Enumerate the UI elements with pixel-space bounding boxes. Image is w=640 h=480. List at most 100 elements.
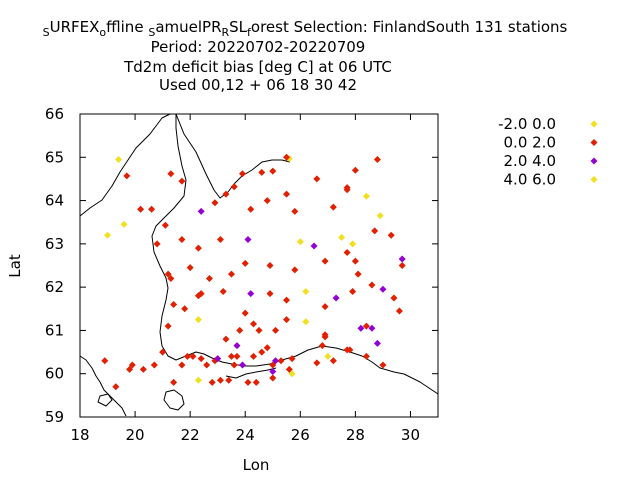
- data-point: [313, 359, 321, 367]
- y-tick-labels: 59 60 61 62 63 64 65 66: [45, 105, 64, 426]
- title-segment: URFEX: [50, 18, 100, 36]
- data-point: [255, 326, 263, 334]
- data-point: [104, 231, 112, 239]
- data-point: [395, 307, 403, 315]
- data-point: [225, 376, 233, 384]
- chart-title-line-2: Period: 20220702-20220709: [151, 38, 366, 56]
- data-point: [291, 266, 299, 274]
- legend-marker: [590, 176, 598, 183]
- data-point: [230, 361, 238, 369]
- data-point: [247, 290, 255, 298]
- data-point: [101, 357, 109, 365]
- data-point: [272, 326, 280, 334]
- title-segment: f: [247, 26, 252, 39]
- data-point: [321, 257, 329, 265]
- data-point: [167, 170, 175, 178]
- data-point: [351, 166, 359, 174]
- data-point: [167, 274, 175, 282]
- data-point: [214, 355, 222, 363]
- data-point: [153, 240, 161, 248]
- chart-title-line-1: SURFEXoffline SamuelPRRSLforest Selectio…: [43, 18, 568, 39]
- data-point: [219, 287, 227, 295]
- data-point: [137, 205, 145, 213]
- data-point: [238, 170, 246, 178]
- data-point: [236, 326, 244, 334]
- y-tick-label: 66: [45, 105, 64, 123]
- data-point: [249, 352, 257, 360]
- data-point: [390, 294, 398, 302]
- data-point: [379, 361, 387, 369]
- data-point: [362, 192, 370, 200]
- x-tick-label: 18: [70, 426, 89, 444]
- data-point: [194, 376, 202, 384]
- data-point: [387, 231, 395, 239]
- data-point: [376, 212, 384, 220]
- legend-marker: [590, 157, 598, 165]
- data-point: [263, 197, 271, 205]
- data-point: [288, 355, 296, 363]
- data-point: [252, 378, 260, 386]
- data-point: [272, 357, 280, 365]
- y-tick-label: 65: [45, 148, 64, 166]
- chart-title-line-3: Td2m deficit bias [deg C] at 06 UTC: [123, 58, 392, 76]
- title-segment: amuelPR: [155, 18, 221, 36]
- data-point: [208, 378, 216, 386]
- data-point: [249, 320, 257, 328]
- data-point: [222, 190, 230, 198]
- plot-frame: [79, 113, 439, 418]
- y-tick-label: 63: [45, 235, 64, 253]
- data-point: [233, 342, 241, 350]
- data-point: [178, 177, 186, 185]
- data-point: [197, 290, 205, 298]
- data-point: [211, 199, 219, 207]
- data-point: [354, 270, 362, 278]
- data-point: [288, 370, 296, 378]
- data-point: [170, 300, 178, 308]
- data-point: [266, 290, 274, 298]
- legend-marker: [590, 139, 598, 146]
- data-point: [277, 357, 285, 365]
- x-tick-label: 22: [181, 426, 200, 444]
- data-point: [241, 309, 249, 317]
- data-point: [194, 244, 202, 252]
- data-point: [120, 220, 128, 228]
- data-point: [302, 318, 310, 326]
- data-point: [302, 287, 310, 295]
- data-point: [269, 167, 277, 175]
- data-point: [205, 274, 213, 282]
- data-point: [227, 270, 235, 278]
- chart-title: SURFEXoffline SamuelPRRSLforest Selectio…: [43, 18, 568, 94]
- data-point: [197, 207, 205, 215]
- data-point: [244, 378, 252, 386]
- data-point: [178, 361, 186, 369]
- x-tick-label: 26: [291, 426, 310, 444]
- data-point: [244, 236, 252, 244]
- data-point: [349, 287, 357, 295]
- data-point: [189, 352, 197, 360]
- data-point: [233, 352, 241, 360]
- data-point: [313, 175, 321, 183]
- data-point: [283, 296, 291, 304]
- data-point: [161, 221, 169, 229]
- data-point: [128, 361, 136, 369]
- x-tick-label: 30: [401, 426, 420, 444]
- data-point: [241, 259, 249, 267]
- data-point: [269, 374, 277, 382]
- data-point: [373, 339, 381, 347]
- data-point: [296, 238, 304, 246]
- y-axis-label: Lat: [6, 254, 24, 278]
- data-point: [362, 352, 370, 360]
- data-point: [186, 264, 194, 272]
- y-tick-label: 60: [45, 365, 64, 383]
- data-point: [351, 257, 359, 265]
- data-point: [164, 270, 172, 278]
- data-point: [216, 236, 224, 244]
- x-tick-label: 28: [346, 426, 365, 444]
- data-point: [263, 344, 271, 352]
- data-point: [329, 203, 337, 211]
- data-point: [139, 365, 147, 373]
- x-axis-label: Lon: [243, 456, 270, 474]
- data-point: [183, 352, 191, 360]
- data-point: [258, 348, 266, 356]
- title-segment: orest Selection: FinlandSouth 131 statio…: [251, 18, 568, 36]
